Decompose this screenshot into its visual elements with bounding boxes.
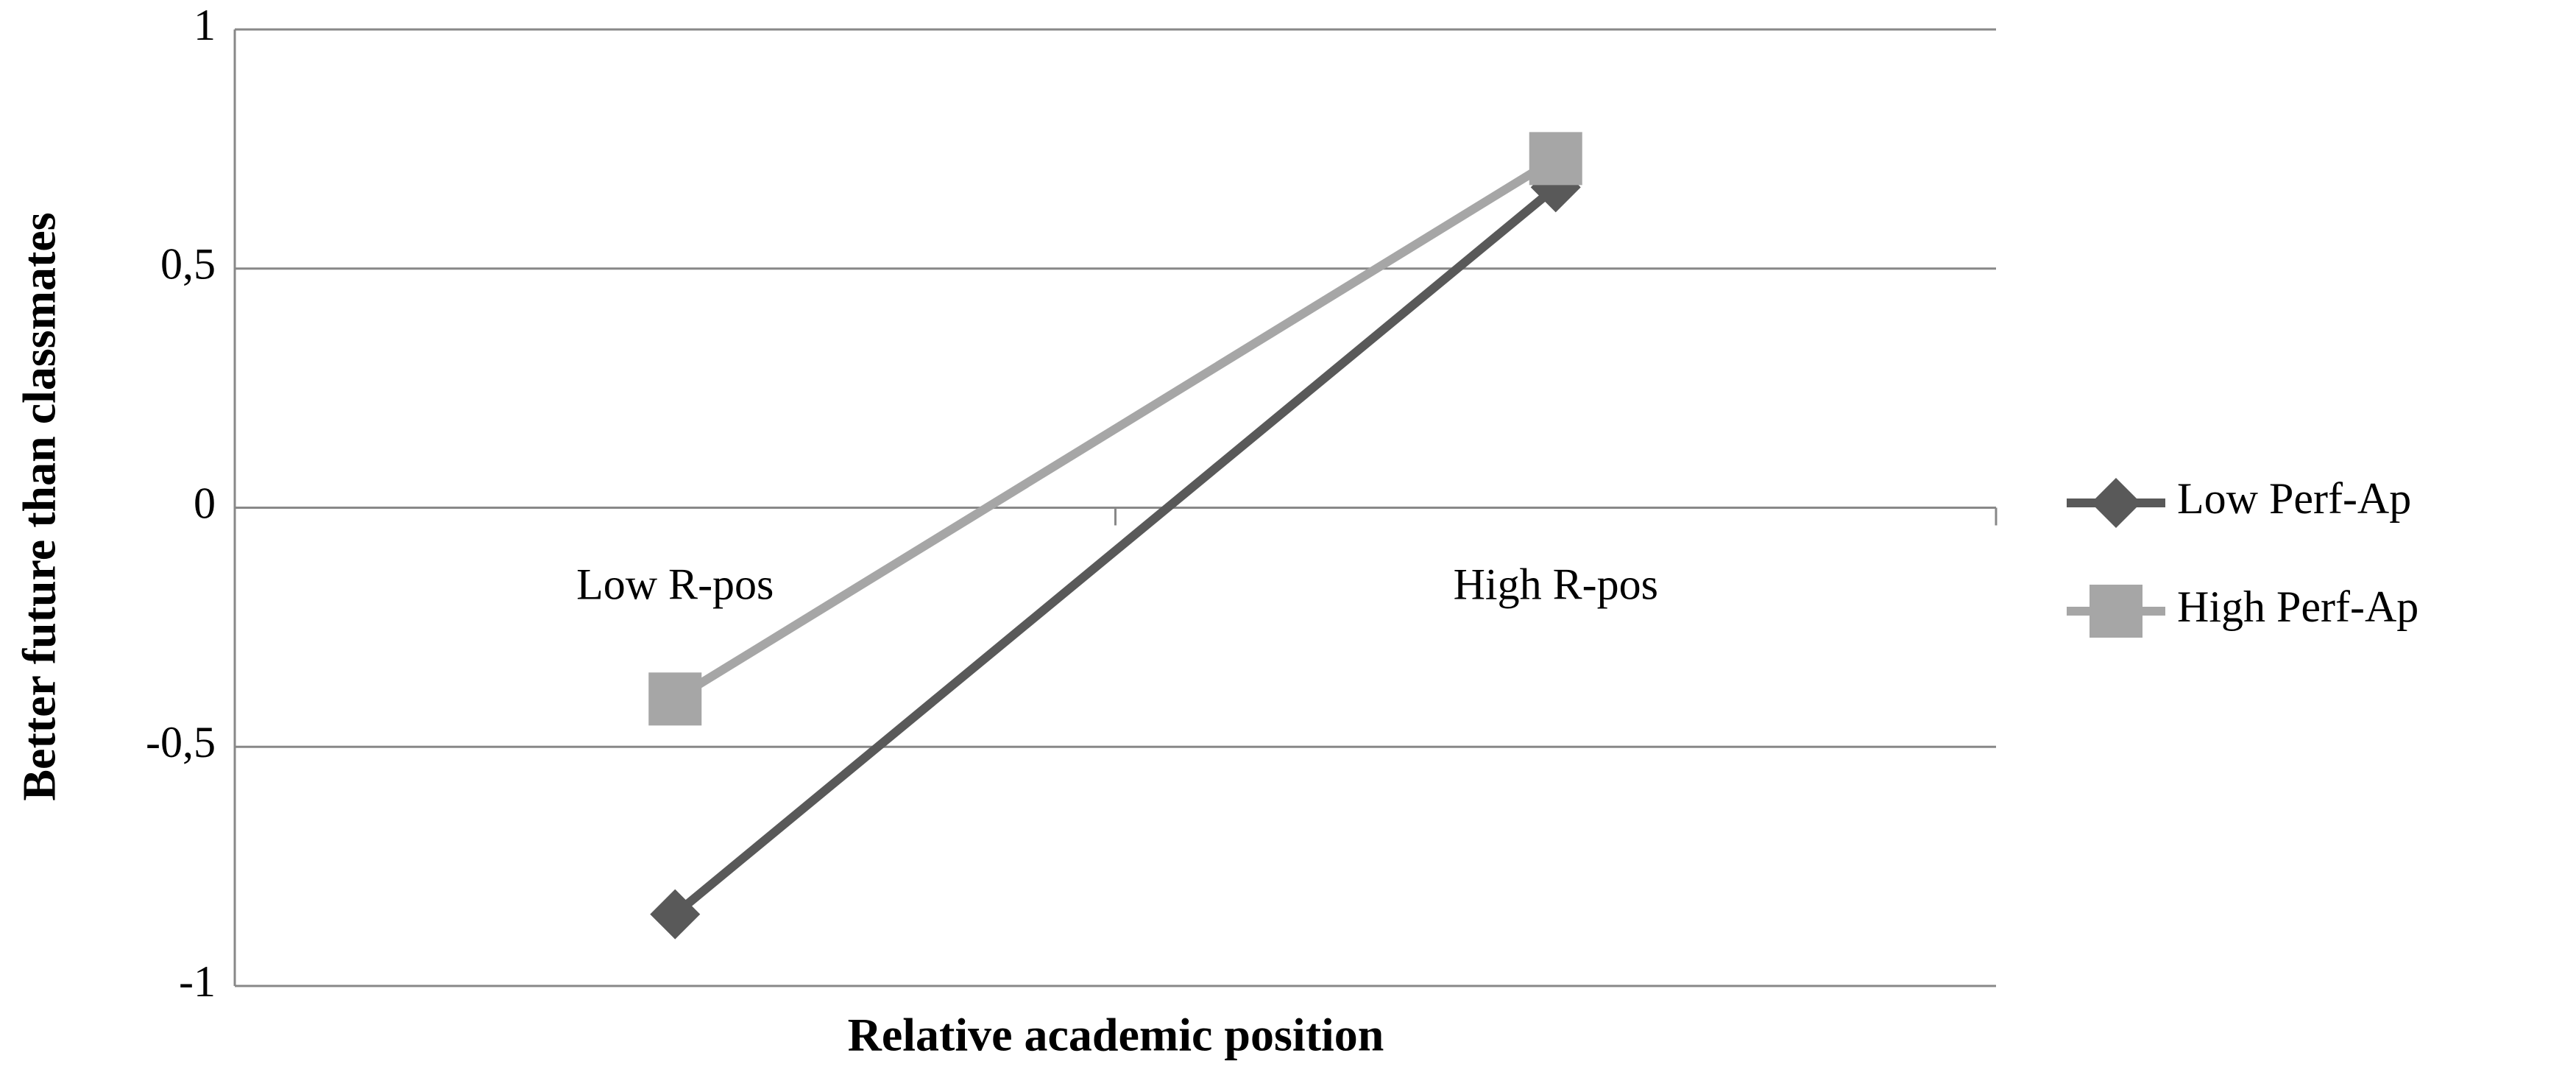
x-axis-title: Relative academic position (848, 1009, 1384, 1061)
y-tick-label: 0,5 (160, 240, 216, 289)
legend-label: Low Perf-Ap (2177, 474, 2411, 523)
series-line (672, 183, 1559, 918)
data-point (650, 889, 701, 940)
y-tick-label: -0,5 (146, 718, 216, 767)
legend-marker (2090, 585, 2142, 638)
legend-label: High Perf-Ap (2177, 582, 2418, 631)
legend-marker (2091, 478, 2141, 528)
y-tick-label: -1 (179, 957, 216, 1006)
series-line (673, 155, 1558, 703)
y-tick-label: 0 (194, 479, 216, 527)
y-tick-label: 1 (194, 1, 216, 49)
y-axis-title: Better future than classmates (13, 212, 66, 800)
data-point (1529, 132, 1582, 186)
data-point (648, 672, 702, 726)
x-tick-label: High R-pos (1454, 560, 1658, 608)
x-tick-label: Low R-pos (576, 560, 774, 608)
